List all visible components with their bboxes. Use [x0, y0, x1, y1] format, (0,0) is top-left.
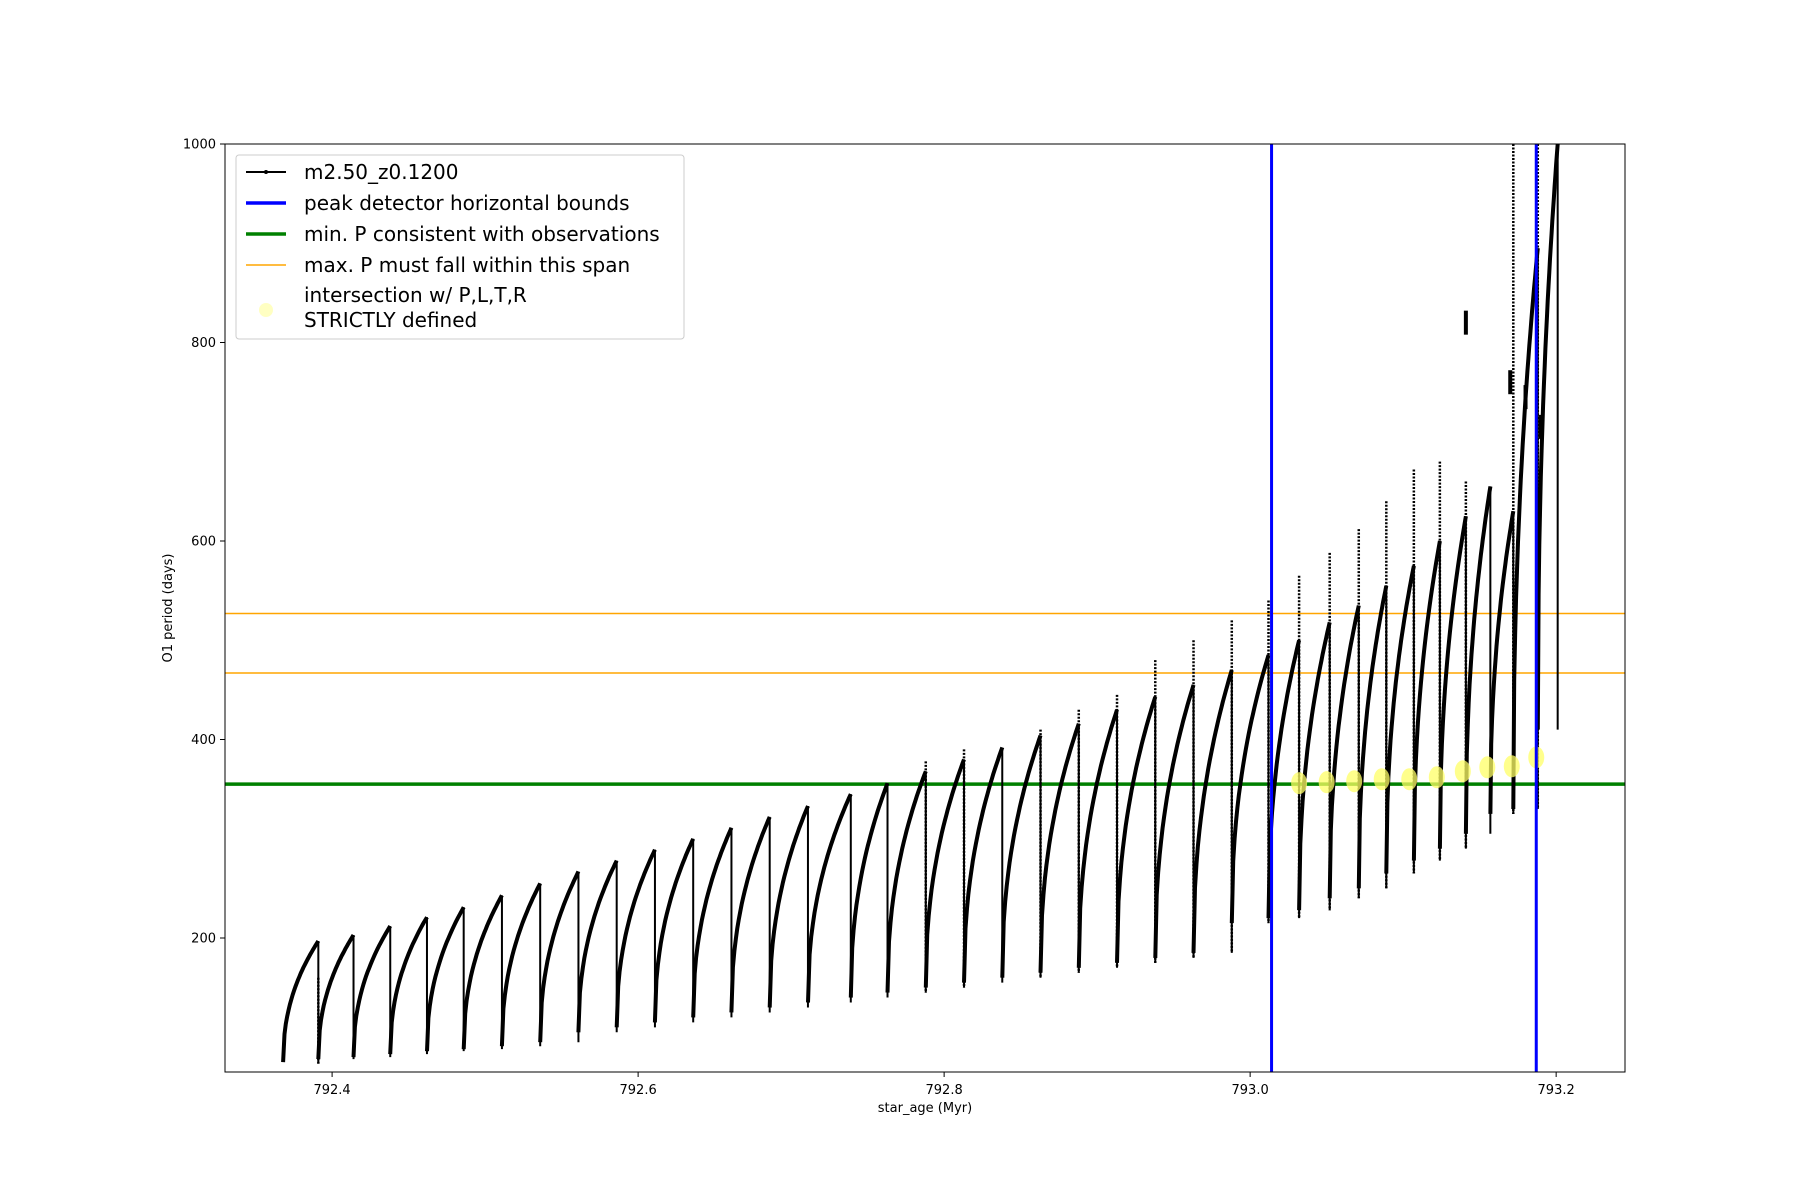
- series-cycle-31: [1411, 540, 1442, 861]
- series-cycle-20: [1038, 722, 1081, 973]
- axis-layer: 792.4 792.6 792.8 793.0 793.2 200 400 600 800 100…: [183, 138, 1575, 1099]
- series-cycle-34: [1488, 510, 1516, 814]
- series-cycle-5: [461, 894, 504, 1050]
- legend-label-4-line-0: intersection w/ P,L,T,R: [304, 283, 527, 307]
- series-cycle-2: [351, 925, 392, 1058]
- highlight-point-1: [1318, 771, 1335, 794]
- series-cycle-25: [1229, 654, 1271, 924]
- legend-swatch-marker-0: [264, 170, 268, 174]
- series-cycle-3: [388, 916, 429, 1055]
- y-tick-label-3: 800: [191, 336, 216, 351]
- series-cycle-33: [1463, 486, 1493, 834]
- x-tick-label-2: 792.8: [926, 1083, 963, 1098]
- series-cycle-18: [962, 746, 1005, 983]
- series-isolated-point-0: [1463, 310, 1468, 335]
- series-isolated-point-1: [1508, 370, 1513, 395]
- series-cycle-4: [425, 906, 466, 1052]
- series-cycle-13: [767, 805, 810, 1008]
- highlight-point-5: [1428, 766, 1445, 789]
- legend-label-2: min. P consistent with observations: [304, 222, 660, 246]
- legend-swatch-4: [259, 303, 273, 317]
- series-isolated-point-2: [1523, 385, 1528, 410]
- series-cycle-7: [538, 870, 581, 1043]
- highlight-point-0: [1291, 772, 1308, 795]
- y-axis-label: O1 period (days): [161, 553, 176, 662]
- series-cycle-10: [652, 837, 696, 1023]
- series-cycle-30: [1384, 565, 1416, 874]
- series-cycle-14: [806, 793, 853, 1003]
- series-cycle-6: [499, 882, 542, 1047]
- series-m2.50_z0.1200: [281, 144, 1560, 1066]
- series-cycle-36: [1535, 144, 1560, 730]
- highlight-point-2: [1346, 770, 1363, 793]
- y-tick-label-1: 400: [191, 733, 216, 748]
- legend-label-3: max. P must fall within this span: [304, 253, 630, 277]
- series-cycle-9: [614, 848, 657, 1028]
- legend-box: [235, 154, 685, 340]
- series-isolated-point-3: [1538, 414, 1543, 439]
- series-cycle-1: [316, 933, 356, 1060]
- highlight-point-7: [1479, 756, 1496, 779]
- x-axis-label: star_age (Myr): [878, 1101, 972, 1116]
- series-cycle-0: [281, 939, 321, 1063]
- series-cycle-24: [1191, 669, 1234, 953]
- series-cycle-12: [729, 816, 772, 1013]
- legend-label-1: peak detector horizontal bounds: [304, 191, 630, 215]
- y-tick-label-2: 600: [191, 535, 216, 550]
- series-cycle-28: [1327, 605, 1361, 899]
- legend-label-4-line-1: STRICTLY defined: [304, 308, 477, 332]
- series-cycle-23: [1153, 684, 1196, 958]
- x-tick-label-1: 792.6: [620, 1083, 657, 1098]
- series-cycle-8: [576, 859, 619, 1033]
- data-layer: [225, 144, 1625, 1072]
- series-cycle-15: [848, 782, 890, 998]
- series-cycle-32: [1437, 515, 1468, 849]
- highlight-point-8: [1503, 755, 1520, 778]
- series-cycle-21: [1076, 709, 1119, 968]
- plot-frame: [224, 143, 1626, 1073]
- y-tick-label-0: 200: [191, 932, 216, 947]
- series-cycle-17: [923, 758, 966, 988]
- highlight-point-4: [1401, 768, 1418, 791]
- x-tick-label-0: 792.4: [313, 1083, 350, 1098]
- series-cycle-22: [1115, 696, 1158, 963]
- series-cycle-26: [1266, 639, 1302, 919]
- highlight-point-3: [1373, 768, 1390, 791]
- series-cycle-29: [1356, 585, 1389, 889]
- series-cycle-19: [1000, 734, 1043, 978]
- x-tick-label-4: 793.2: [1538, 1083, 1575, 1098]
- series-cycle-11: [691, 827, 734, 1018]
- x-tick-label-3: 793.0: [1232, 1083, 1269, 1098]
- y-tick-label-4: 1000: [183, 138, 216, 153]
- highlight-point-6: [1454, 760, 1471, 783]
- legend-label-0: m2.50_z0.1200: [304, 160, 459, 184]
- series-cycle-16: [885, 770, 928, 993]
